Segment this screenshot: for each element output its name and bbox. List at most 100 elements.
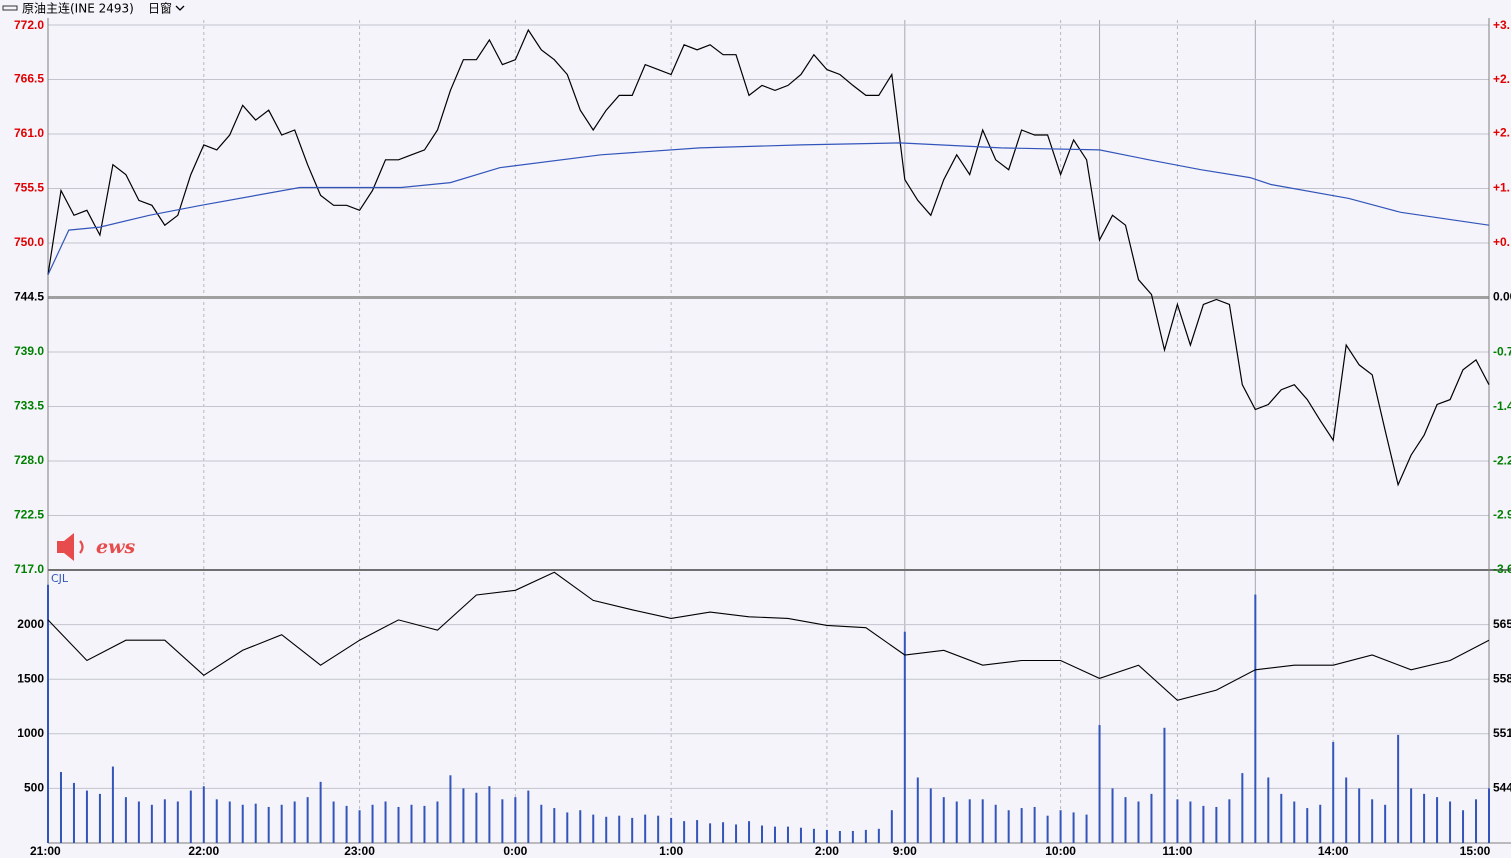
volume-bar [890,810,893,843]
volume-bar [371,804,374,843]
volume-bar [319,781,322,843]
dropdown-arrow[interactable] [175,5,185,11]
volume-bar [527,790,530,843]
volume-bar [1332,741,1335,843]
volume-bar [579,810,582,843]
volume-bar [955,801,958,843]
volume-bar [462,788,465,843]
volume-bar [864,829,867,843]
volume-bar [838,830,841,843]
volume-bar [1306,808,1309,843]
y2-tick-label: 551 [1493,726,1511,740]
volume-bar [1085,814,1088,843]
volume-bar [163,799,166,843]
y2-tick-label: +1. [1493,180,1510,194]
logo-text: ews [96,536,135,558]
volume-bar [72,782,75,843]
volume-bar [202,786,205,843]
volume-bar [1163,727,1166,843]
volume-bar [1202,805,1205,843]
volume-bar [1137,801,1140,843]
volume-bar [1020,808,1023,843]
volume-bar [1436,797,1439,843]
volume-bar [1267,777,1270,843]
volume-bar [553,808,556,843]
volume-bar [1293,801,1296,843]
link-icon [2,5,18,11]
open-interest-line [47,571,1490,701]
y2-tick-label: +0. [1493,235,1510,249]
volume-bar [384,801,387,843]
volume-bar [1384,804,1387,843]
x-tick-label: 2:00 [815,844,839,858]
volume-bar [293,801,296,843]
volume-bar [916,777,919,843]
volume-bar [345,805,348,843]
y2-tick-label: -2.2 [1493,454,1511,468]
volume-bar [722,822,725,843]
volume-bar [1449,801,1452,843]
volume-bar [124,797,127,843]
speaker-cone [64,533,74,561]
y-tick-label: 744.5 [14,290,44,304]
volume-bar [280,804,283,843]
labels: 21:00 22:00 23:00 0:00 1:00 2:00 9:00 10:00 11:0… [14,18,1511,858]
volume-bar [1488,788,1490,843]
volume-bar [540,804,543,843]
volume-bar [877,828,880,843]
volume-label: CJL [51,572,69,585]
y2-tick-label: 558 [1493,671,1511,685]
volume-bar [423,805,426,843]
volume-bar [501,799,504,843]
volume-bar [683,821,686,843]
volume-bar [306,797,309,843]
y2-tick-label: -1.4 [1493,399,1511,413]
y2-tick-label: +2. [1493,126,1510,140]
y-tick-label: 761.0 [14,126,44,140]
x-tick-label: 15:00 [1460,844,1491,858]
volume-bar [942,797,945,843]
volume-bar [1189,801,1192,843]
y2-tick-label: 565 [1493,617,1511,631]
volume-bar [1124,797,1127,843]
volume-bar [761,825,764,843]
volume-bar [1033,806,1036,843]
volume-bar [189,790,192,843]
volume-bar [47,584,49,843]
volume-bar [254,803,257,843]
y-tick-label: 717.0 [14,562,44,576]
x-tick-label: 0:00 [503,844,527,858]
logo: ews [57,533,135,561]
volume-bar [1150,793,1153,843]
volume-bar [150,804,153,843]
y2-tick-label: -2.9 [1493,508,1511,522]
volume-bar [566,812,569,843]
volume-bar [644,814,647,843]
volume-bar [1254,594,1257,843]
volume-bar [981,799,984,843]
volume-bar [1410,788,1413,843]
y-tick-label: 2000 [17,617,44,631]
y2-tick-label: -3.6 [1493,562,1511,576]
volume-bar [1046,815,1049,843]
volume-bar [1280,793,1283,843]
volume-bar [1358,788,1361,843]
volume-bar [1423,793,1426,843]
x-tick-label: 21:00 [30,844,61,858]
window-selector[interactable]: 日窗 [148,2,172,16]
volume-bar [1176,799,1179,843]
volume-bar [631,817,634,843]
volume-bar [449,775,452,843]
volume-bar [748,821,751,843]
x-tick-label: 22:00 [188,844,219,858]
volume-bar [267,806,270,843]
volume-bar [618,815,621,843]
volume-bar [1215,806,1218,843]
speaker-wave [79,540,84,554]
volume-bar [514,797,517,843]
volume-bar [903,631,906,843]
volume-bar [85,790,88,843]
